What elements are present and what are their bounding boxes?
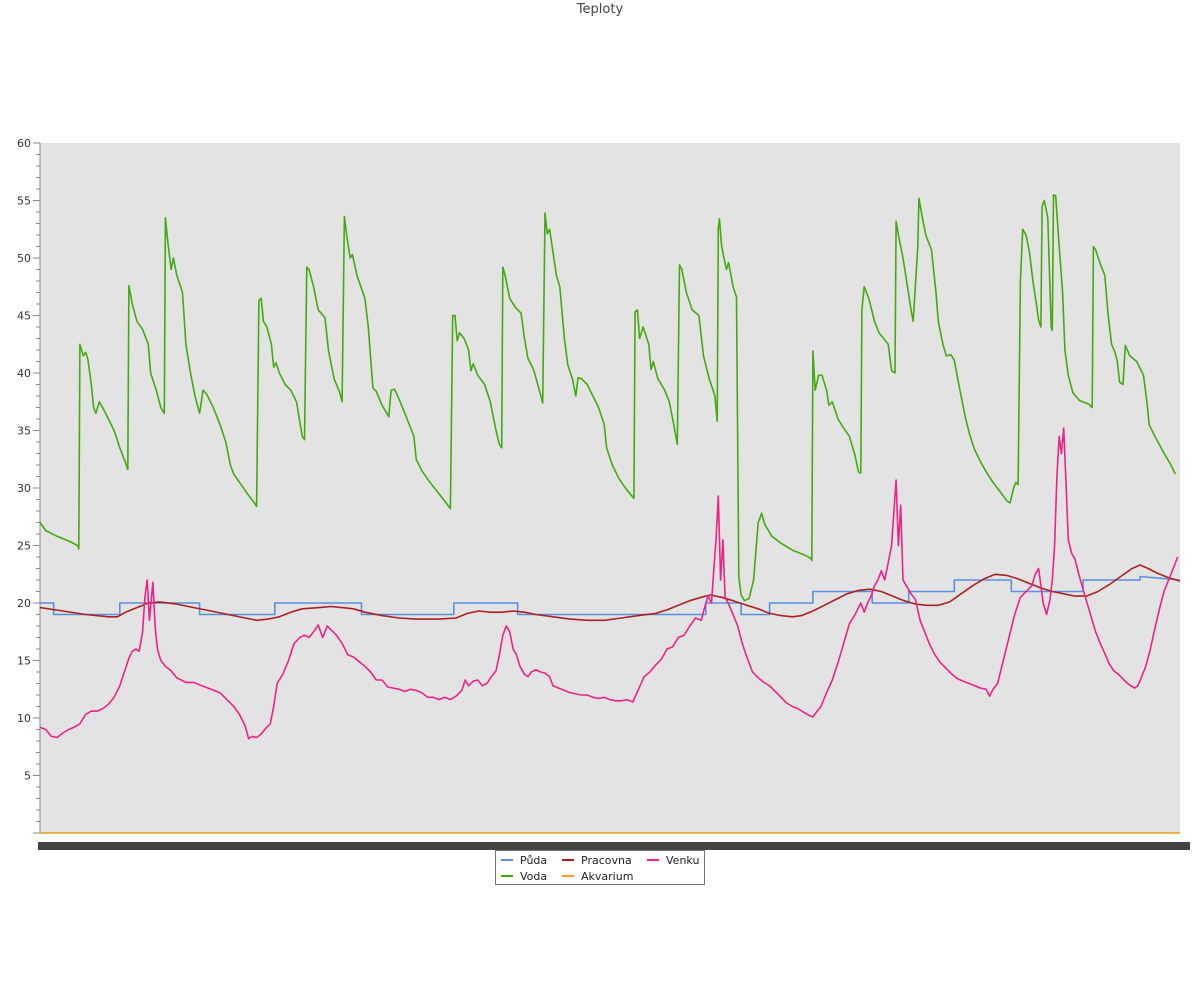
legend-swatch — [501, 875, 513, 877]
y-tick-label: 20 — [17, 597, 31, 610]
y-tick-label: 15 — [17, 655, 31, 668]
legend-item: Akvarium — [562, 870, 633, 884]
legend: Půda Voda Pracovna Akvarium Venku — [495, 850, 705, 885]
legend-item: Pracovna — [562, 854, 632, 868]
legend-item: Voda — [501, 870, 547, 884]
y-tick-label: 35 — [17, 425, 31, 438]
legend-swatch — [647, 859, 659, 861]
x-axis-tick-band — [38, 842, 1190, 850]
legend-item: Venku — [647, 854, 699, 868]
legend-swatch — [562, 859, 574, 861]
y-tick-label: 55 — [17, 195, 31, 208]
legend-label: Půda — [520, 854, 548, 867]
legend-label: Voda — [520, 870, 548, 883]
legend-item: Půda — [501, 854, 547, 868]
y-tick-label: 40 — [17, 367, 31, 380]
y-tick-label: 60 — [17, 137, 31, 150]
plot-area — [40, 143, 1180, 833]
legend-label: Venku — [666, 854, 700, 867]
y-tick-label: 25 — [17, 540, 31, 553]
legend-label: Akvarium — [581, 870, 634, 883]
legend-swatch — [562, 875, 574, 877]
legend-label: Pracovna — [581, 854, 632, 867]
chart-title: Teploty — [576, 2, 624, 17]
y-tick-label: 10 — [17, 712, 31, 725]
series-layer — [39, 194, 1181, 834]
series-line-pracovna — [39, 564, 1181, 622]
y-tick-label: 45 — [17, 310, 31, 323]
y-tick-label: 5 — [24, 770, 31, 783]
y-tick-label: 30 — [17, 482, 31, 495]
y-tick-label: 50 — [17, 252, 31, 265]
y-axis-ticks: 5 10 15 20 25 30 35 40 45 50 55 60 — [17, 137, 40, 834]
legend-swatch — [501, 859, 513, 861]
series-line-venku — [39, 427, 1179, 740]
series-line-voda — [39, 194, 1177, 602]
